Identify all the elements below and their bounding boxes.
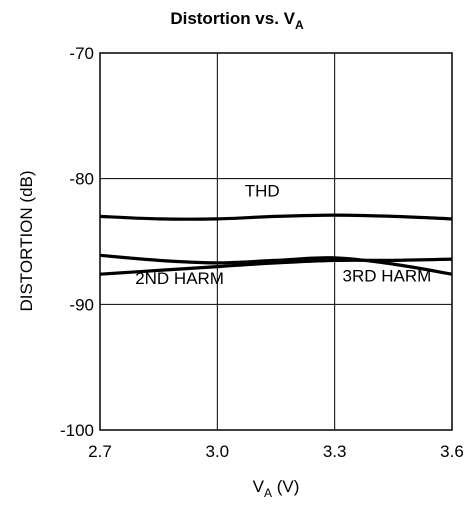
annotation-3rd-harm: 3RD HARM — [342, 267, 431, 286]
series-line-2nd-harm — [99, 257, 453, 276]
x-tick-labels: 2.7 3.0 3.3 3.6 — [88, 442, 464, 461]
annotation-2nd-harm: 2ND HARM — [135, 269, 224, 288]
series-line-thd — [99, 213, 453, 221]
x-axis-label-subscript: A — [264, 486, 272, 500]
x-tick-label-2: 3.3 — [323, 442, 347, 461]
chart-title-subscript: A — [295, 18, 304, 32]
y-tick-label-0: -100 — [60, 421, 94, 440]
x-tick-label-0: 2.7 — [88, 442, 112, 461]
x-tick-label-3: 3.6 — [440, 442, 464, 461]
chart-title-main: Distortion vs. V — [170, 9, 295, 28]
plot-area-frame — [99, 52, 453, 431]
x-axis-label-main: V — [253, 477, 265, 496]
series-annotations: THD 2ND HARM 3RD HARM — [135, 181, 431, 288]
chart-title: Distortion vs. VA — [170, 9, 304, 32]
y-tick-labels: -100 -90 -80 -70 — [60, 44, 94, 440]
grid-lines — [100, 53, 452, 430]
x-tick-label-1: 3.0 — [206, 442, 230, 461]
x-axis-label: VA (V) — [253, 477, 300, 500]
x-axis-label-unit: (V) — [272, 477, 299, 496]
y-axis-label: DISTORTION (dB) — [17, 170, 36, 311]
y-tick-label-1: -90 — [69, 295, 94, 314]
series-group — [99, 213, 453, 276]
annotation-thd: THD — [245, 181, 280, 200]
y-tick-label-3: -70 — [69, 44, 94, 63]
y-tick-label-2: -80 — [69, 170, 94, 189]
series-line-3rd-harm — [99, 253, 453, 276]
